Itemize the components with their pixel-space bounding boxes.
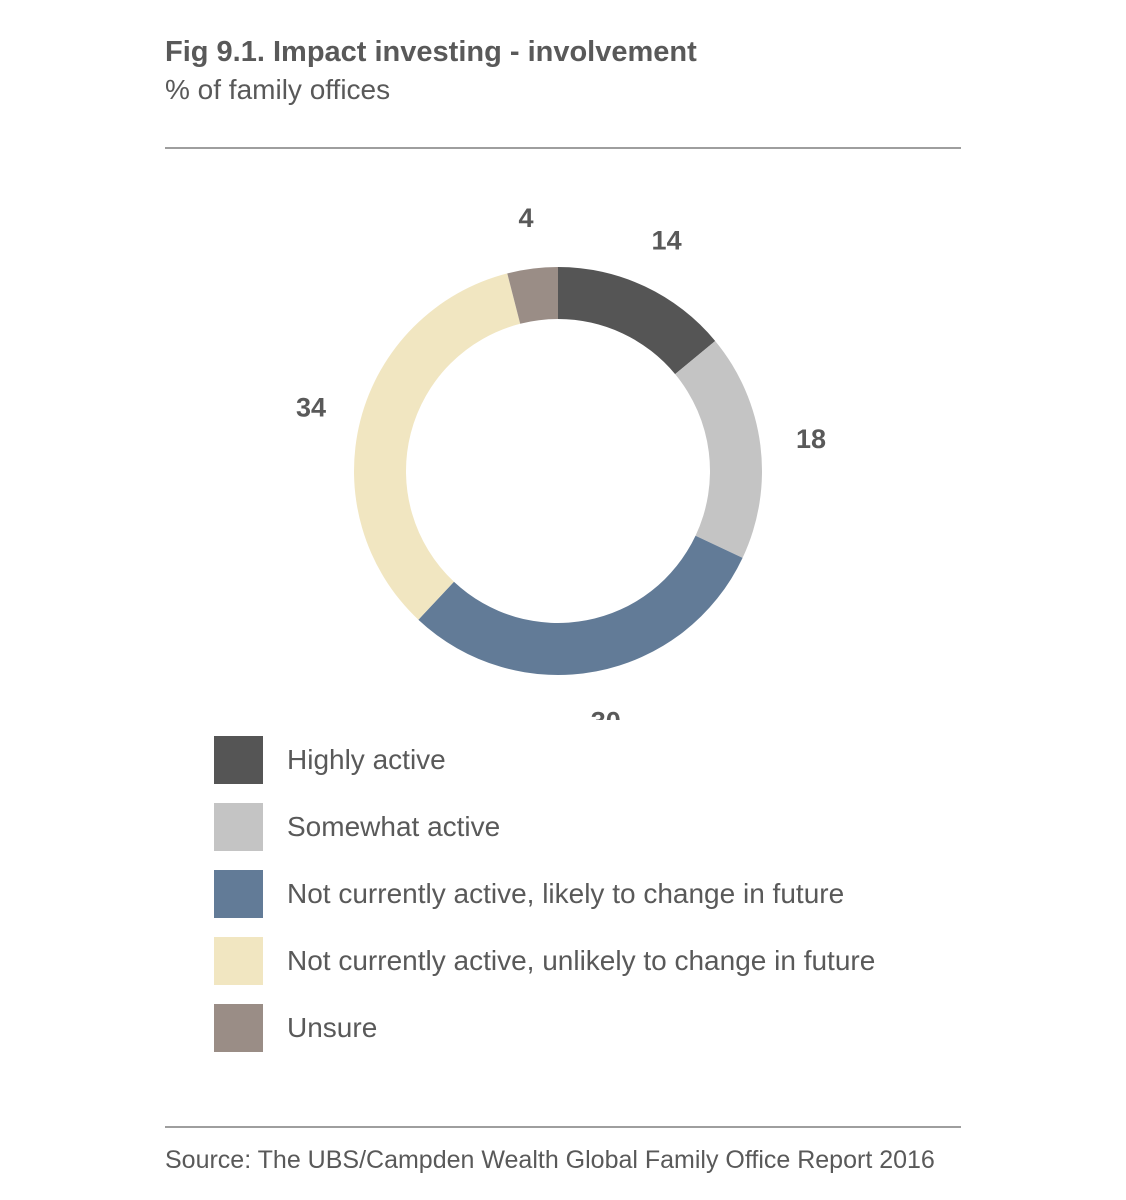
- source-note: Source: The UBS/Campden Wealth Global Fa…: [165, 1146, 935, 1174]
- legend-label: Somewhat active: [287, 811, 501, 842]
- chart-title: Fig 9.1. Impact investing - involvement: [165, 36, 697, 68]
- chart-legend: Highly active Somewhat active Not currentl…: [214, 736, 875, 1071]
- legend-item-not-currently-active-unlikely-to-change-in-future: Not currently active, unlikely to change…: [214, 937, 875, 985]
- legend-item-not-currently-active-likely-to-change-in-future: Not currently active, likely to change i…: [214, 870, 875, 918]
- slice-somewhat-active: [675, 340, 762, 558]
- legend-item-unsure: Unsure: [214, 1004, 875, 1052]
- legend-swatch: [214, 803, 263, 851]
- legend-swatch: [214, 736, 263, 784]
- legend-label: Not currently active, unlikely to change…: [287, 945, 876, 976]
- legend-label: Not currently active, likely to change i…: [287, 878, 845, 909]
- slice-highly-active: [558, 267, 716, 375]
- legend-swatch: [214, 937, 263, 985]
- donut-value-labels: 14 18 30 34 4: [296, 203, 826, 720]
- legend-label: Highly active: [287, 744, 446, 775]
- bottom-divider: [165, 1126, 961, 1128]
- legend-item-somewhat-active: Somewhat active: [214, 803, 875, 851]
- legend-swatch: [214, 1004, 263, 1052]
- legend-label: Unsure: [287, 1012, 378, 1043]
- donut-chart: 14 18 30 34 4: [296, 203, 826, 720]
- legend-item-highly-active: Highly active: [214, 736, 875, 784]
- value-label-not-currently-active-unlikely-to-change-in-future: 34: [296, 393, 326, 423]
- chart-subtitle: % of family offices: [165, 74, 391, 105]
- value-label-unsure: 4: [519, 203, 534, 233]
- value-label-not-currently-active-likely-to-change-in-future: 30: [591, 706, 621, 720]
- slice-not-currently-active-likely-to-change-in-future: [418, 535, 743, 675]
- value-label-highly-active: 14: [652, 225, 682, 255]
- slice-not-currently-active-unlikely-to-change-in-future: [354, 273, 521, 620]
- slice-unsure: [507, 267, 558, 324]
- donut-slices: [354, 267, 762, 675]
- top-divider: [165, 147, 961, 149]
- value-label-somewhat-active: 18: [796, 424, 826, 454]
- legend-swatch: [214, 870, 263, 918]
